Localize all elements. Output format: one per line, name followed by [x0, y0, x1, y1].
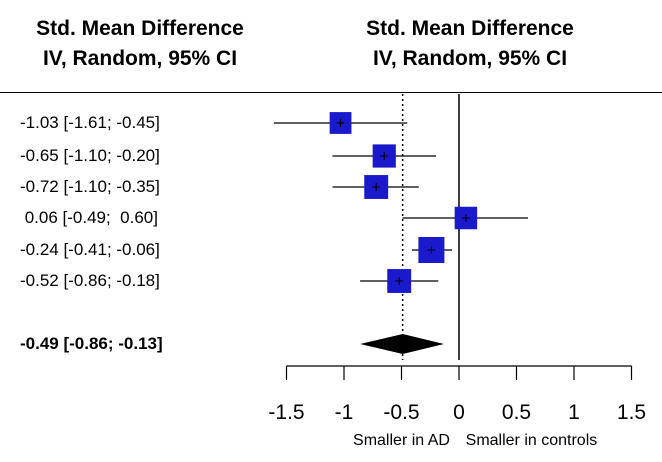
x-tick-label: 0.5	[502, 401, 531, 424]
right-column-header: Std. Mean Difference IV, Random, 95% CI	[320, 14, 620, 74]
x-tick-label: -1.5	[268, 401, 304, 424]
study-ci-text: 0.06 [-0.49; 0.60]	[20, 208, 158, 227]
study-ci-text: -1.03 [-1.61; -0.45]	[20, 113, 160, 132]
x-tick-label: 0	[453, 401, 465, 424]
study-ci-text: -0.72 [-1.10; -0.35]	[20, 177, 160, 196]
x-tick-label: -0.5	[383, 401, 419, 424]
right-header-line2: IV, Random, 95% CI	[372, 47, 568, 70]
pooled-diamond	[360, 334, 445, 354]
left-header-line2: IV, Random, 95% CI	[42, 47, 238, 70]
study-ci-text: -0.65 [-1.10; -0.20]	[20, 146, 160, 165]
x-tick-label: 1	[568, 401, 580, 424]
x-tick-label: 1.5	[617, 401, 646, 424]
study-ci-text: -0.52 [-0.86; -0.18]	[20, 271, 160, 290]
direction-label-right: Smaller in controls	[466, 432, 598, 449]
header-rule	[0, 92, 662, 93]
pooled-ci-text: -0.49 [-0.86; -0.13]	[20, 334, 163, 353]
left-column-header: Std. Mean Difference IV, Random, 95% CI	[0, 14, 280, 74]
right-header-line1: Std. Mean Difference	[366, 17, 574, 40]
study-ci-text: -0.24 [-0.41; -0.06]	[20, 240, 160, 259]
left-header-line1: Std. Mean Difference	[36, 17, 244, 40]
x-tick-label: -1	[335, 401, 354, 424]
direction-label-left: Smaller in AD	[353, 432, 450, 449]
